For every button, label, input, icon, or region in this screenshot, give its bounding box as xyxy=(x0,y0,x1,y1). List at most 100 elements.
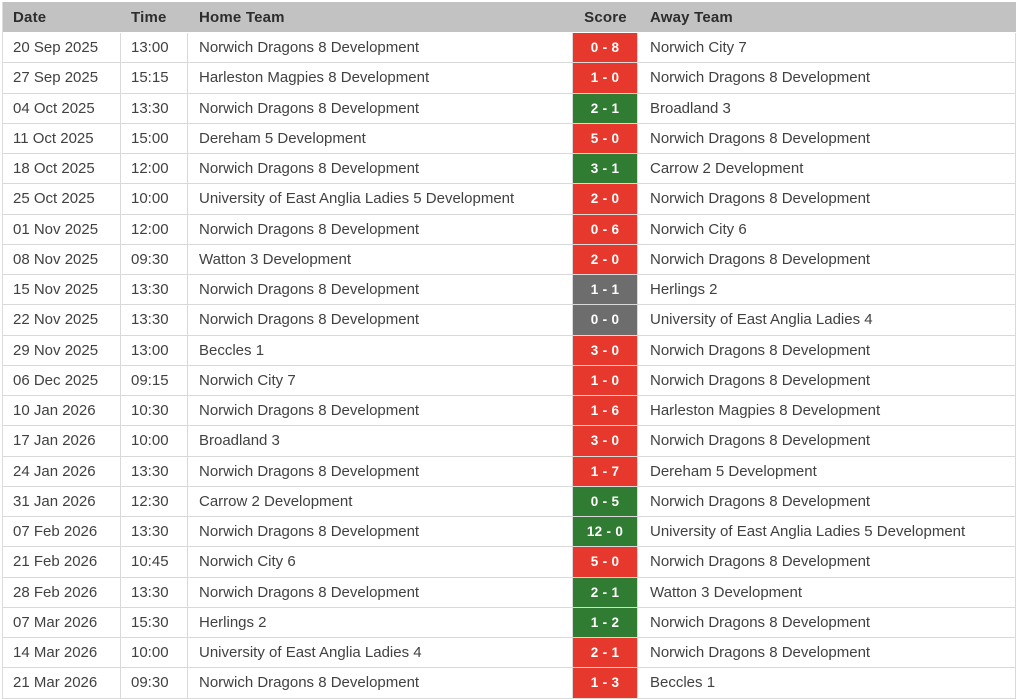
header-score: Score xyxy=(584,8,627,26)
home: Norwich Dragons 8 Development xyxy=(188,396,573,426)
date: 31 Jan 2026 xyxy=(3,486,121,516)
away: Norwich Dragons 8 Development xyxy=(638,607,1016,637)
home: University of East Anglia Ladies 4 xyxy=(188,638,573,668)
time: 12:30 xyxy=(121,486,188,516)
date: 17 Jan 2026 xyxy=(3,426,121,456)
away: Norwich Dragons 8 Development xyxy=(638,365,1016,395)
time: 10:00 xyxy=(121,638,188,668)
fixture-row[interactable]: 18 Oct 2025 12:00 Norwich Dragons 8 Develo… xyxy=(3,154,1016,185)
fixture-row[interactable]: 07 Feb 2026 13:30 Norwich Dragons 8 Develo… xyxy=(3,517,1016,548)
time: 13:30 xyxy=(121,275,188,305)
home: Dereham 5 Development xyxy=(188,123,573,153)
score-cell: 2 - 1 xyxy=(573,577,638,607)
header-date: Date xyxy=(13,8,47,26)
date: 04 Oct 2025 xyxy=(3,93,121,123)
score-cell: 3 - 1 xyxy=(573,154,638,184)
fixture-row[interactable]: 15 Nov 2025 13:30 Norwich Dragons 8 Develo… xyxy=(3,275,1016,306)
date: 28 Feb 2026 xyxy=(3,577,121,607)
score-cell: 2 - 0 xyxy=(573,244,638,274)
score-cell: 1 - 2 xyxy=(573,607,638,637)
fixture-row[interactable]: 22 Nov 2025 13:30 Norwich Dragons 8 Develo… xyxy=(3,305,1016,336)
home: University of East Anglia Ladies 5 Devel… xyxy=(188,184,573,214)
time: 13:30 xyxy=(121,305,188,335)
score-badge-loss: 5 - 0 xyxy=(573,547,637,577)
score-cell: 0 - 6 xyxy=(573,214,638,244)
time: 12:00 xyxy=(121,214,188,244)
home: Norwich City 6 xyxy=(188,547,573,577)
fixture-row[interactable]: 28 Feb 2026 13:30 Norwich Dragons 8 Develo… xyxy=(3,577,1016,608)
fixture-row[interactable]: 25 Oct 2025 10:00 University of East Angli… xyxy=(3,184,1016,215)
home: Norwich Dragons 8 Development xyxy=(188,93,573,123)
home: Beccles 1 xyxy=(188,335,573,365)
time: 13:00 xyxy=(121,335,188,365)
home: Norwich Dragons 8 Development xyxy=(188,33,573,63)
time: 10:00 xyxy=(121,184,188,214)
home: Norwich Dragons 8 Development xyxy=(188,214,573,244)
date: 22 Nov 2025 xyxy=(3,305,121,335)
score-cell: 1 - 1 xyxy=(573,275,638,305)
score-cell: 0 - 8 xyxy=(573,33,638,63)
date: 18 Oct 2025 xyxy=(3,154,121,184)
fixture-row[interactable]: 14 Mar 2026 10:00 University of East Angli… xyxy=(3,638,1016,669)
home: Norwich Dragons 8 Development xyxy=(188,275,573,305)
fixture-row[interactable]: 21 Mar 2026 09:30 Norwich Dragons 8 Develo… xyxy=(3,668,1016,699)
time: 10:45 xyxy=(121,547,188,577)
fixture-row[interactable]: 01 Nov 2025 12:00 Norwich Dragons 8 Develo… xyxy=(3,214,1016,245)
fixture-row[interactable]: 10 Jan 2026 10:30 Norwich Dragons 8 Develo… xyxy=(3,396,1016,427)
time: 13:30 xyxy=(121,577,188,607)
score-badge-loss: 3 - 0 xyxy=(573,426,637,456)
table-header-row: Date Time Home Team Score Away Team xyxy=(3,2,1016,33)
home: Norwich Dragons 8 Development xyxy=(188,456,573,486)
date: 10 Jan 2026 xyxy=(3,396,121,426)
time: 09:30 xyxy=(121,668,188,698)
score-cell: 5 - 0 xyxy=(573,547,638,577)
date: 21 Mar 2026 xyxy=(3,668,121,698)
away: Harleston Magpies 8 Development xyxy=(638,396,1016,426)
fixture-row[interactable]: 20 Sep 2025 13:00 Norwich Dragons 8 Develo… xyxy=(3,33,1016,64)
away: Watton 3 Development xyxy=(638,577,1016,607)
score-badge-loss: 3 - 0 xyxy=(573,335,637,365)
score-cell: 12 - 0 xyxy=(573,517,638,547)
date: 27 Sep 2025 xyxy=(3,63,121,93)
home: Norwich City 7 xyxy=(188,365,573,395)
away: Broadland 3 xyxy=(638,93,1016,123)
score-badge-win: 3 - 1 xyxy=(573,154,637,184)
away: Norwich Dragons 8 Development xyxy=(638,335,1016,365)
score-badge-win: 0 - 5 xyxy=(573,486,637,516)
away: Beccles 1 xyxy=(638,668,1016,698)
fixture-row[interactable]: 24 Jan 2026 13:30 Norwich Dragons 8 Develo… xyxy=(3,456,1016,487)
fixture-row[interactable]: 08 Nov 2025 09:30 Watton 3 Development 2 - … xyxy=(3,244,1016,275)
fixture-row[interactable]: 11 Oct 2025 15:00 Dereham 5 Development 5 -… xyxy=(3,123,1016,154)
date: 07 Mar 2026 xyxy=(3,607,121,637)
score-cell: 5 - 0 xyxy=(573,123,638,153)
header-home-team: Home Team xyxy=(199,8,285,26)
date: 24 Jan 2026 xyxy=(3,456,121,486)
score-badge-win: 2 - 1 xyxy=(573,577,637,607)
score-badge-loss: 0 - 8 xyxy=(573,33,637,63)
date: 29 Nov 2025 xyxy=(3,335,121,365)
fixture-row[interactable]: 31 Jan 2026 12:30 Carrow 2 Development 0 - … xyxy=(3,486,1016,517)
home: Watton 3 Development xyxy=(188,244,573,274)
time: 10:30 xyxy=(121,396,188,426)
away: Norwich Dragons 8 Development xyxy=(638,638,1016,668)
score-badge-loss: 2 - 0 xyxy=(573,244,637,274)
score-badge-loss: 1 - 3 xyxy=(573,668,637,698)
score-badge-loss: 1 - 6 xyxy=(573,396,637,426)
date: 11 Oct 2025 xyxy=(3,123,121,153)
score-cell: 2 - 0 xyxy=(573,184,638,214)
time: 13:00 xyxy=(121,33,188,63)
score-badge-loss: 2 - 1 xyxy=(573,638,637,668)
header-time: Time xyxy=(131,8,167,26)
fixture-row[interactable]: 27 Sep 2025 15:15 Harleston Magpies 8 Deve… xyxy=(3,63,1016,94)
date: 08 Nov 2025 xyxy=(3,244,121,274)
score-cell: 3 - 0 xyxy=(573,335,638,365)
away: University of East Anglia Ladies 4 xyxy=(638,305,1016,335)
date: 01 Nov 2025 xyxy=(3,214,121,244)
fixture-row[interactable]: 04 Oct 2025 13:30 Norwich Dragons 8 Develo… xyxy=(3,93,1016,124)
